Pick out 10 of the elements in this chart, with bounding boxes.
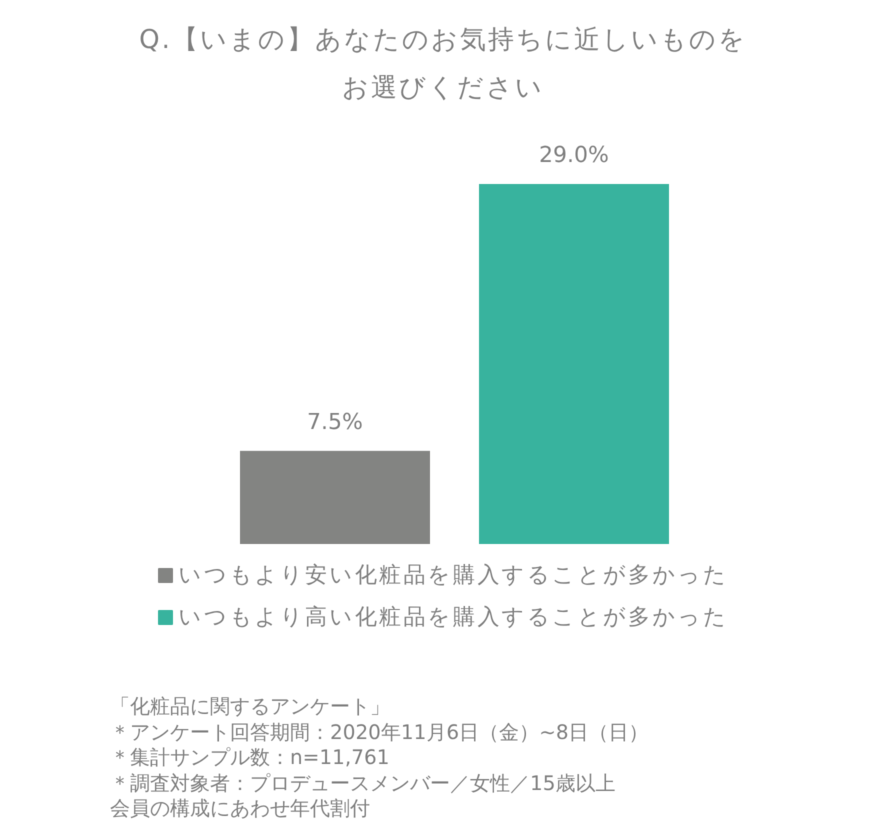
legend-label: いつもより高い化粧品を購入することが多かった (178, 604, 728, 632)
text: 会員の構成にあわせ年代割付 (110, 796, 371, 822)
data-label: 29.0% (539, 143, 609, 168)
legend-label: いつもより安い化粧品を購入することが多かった (178, 562, 728, 590)
text: ＊アンケート回答期間：2020年11月6日（金）~8日（日） (110, 720, 649, 745)
text: ＊調査対象者：プロデュースメンバー／女性／15歳以上 (110, 770, 616, 796)
data-label: 7.5% (307, 410, 363, 435)
text: ＊集計サンプル数：n=11,761 (110, 745, 390, 770)
chart-title: Q.【いまの】あなたのお気持ちに近しいものをお選びください (138, 24, 748, 105)
text: 「化粧品に関するアンケート」 (110, 694, 391, 720)
